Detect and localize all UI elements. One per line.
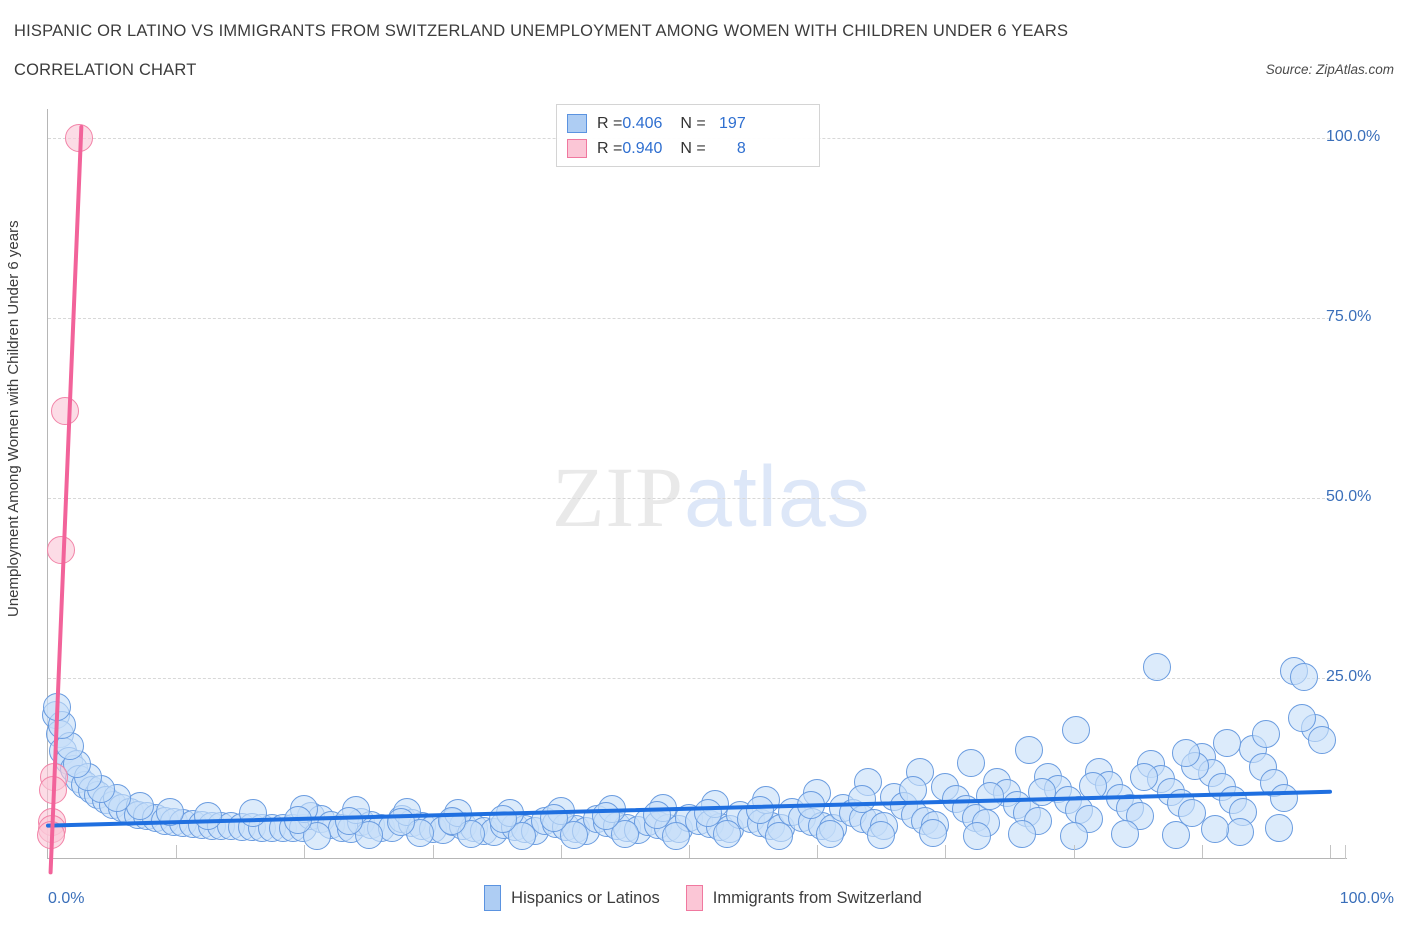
gridline xyxy=(48,677,1330,679)
gridline xyxy=(48,317,1330,319)
data-point-hispanics xyxy=(957,748,986,777)
y-axis-line xyxy=(47,109,48,859)
data-point-hispanics xyxy=(963,821,992,850)
stats-r-value-blue: 0.406 xyxy=(622,114,663,132)
page-title: HISPANIC OR LATINO VS IMMIGRANTS FROM SW… xyxy=(14,22,1069,40)
data-point-hispanics xyxy=(1269,783,1298,812)
data-point-switzerland xyxy=(39,776,68,805)
x-axis-tick xyxy=(560,845,562,858)
data-point-hispanics xyxy=(1290,662,1319,691)
x-axis-tick xyxy=(1073,845,1075,858)
legend-swatch-hispanics-icon xyxy=(484,885,502,911)
data-point-hispanics xyxy=(764,822,793,851)
data-point-hispanics xyxy=(1308,725,1337,754)
x-axis-tick xyxy=(176,845,178,858)
data-point-hispanics xyxy=(713,820,742,849)
data-point-switzerland xyxy=(36,820,65,849)
data-point-hispanics xyxy=(796,790,825,819)
stats-swatch-pink-icon xyxy=(567,139,587,158)
stats-row-pink: R = 0.940 N = 8 xyxy=(567,136,809,161)
data-point-hispanics xyxy=(283,805,312,834)
x-axis-tick xyxy=(945,845,947,858)
legend-label-switzerland: Immigrants from Switzerland xyxy=(712,888,922,907)
stats-r-label-pink: R = xyxy=(597,139,623,157)
data-point-hispanics xyxy=(1130,763,1159,792)
stats-r-label-blue: R = xyxy=(597,114,623,132)
data-point-hispanics xyxy=(1014,735,1043,764)
correlation-stats-box: R = 0.406 N = 197 R = 0.940 N = 8 xyxy=(556,104,820,167)
data-point-hispanics xyxy=(1200,815,1229,844)
data-point-hispanics xyxy=(1287,703,1316,732)
data-point-hispanics xyxy=(591,802,620,831)
y-axis-tick-label: 75.0% xyxy=(1326,307,1372,325)
data-point-hispanics xyxy=(1213,728,1242,757)
data-point-switzerland xyxy=(50,397,79,426)
data-point-hispanics xyxy=(540,803,569,832)
data-point-hispanics xyxy=(1226,818,1255,847)
data-point-hispanics xyxy=(437,806,466,835)
plot-area xyxy=(36,109,1337,857)
data-point-hispanics xyxy=(816,819,845,848)
data-point-hispanics xyxy=(1062,715,1091,744)
data-point-hispanics xyxy=(662,821,691,850)
data-point-hispanics xyxy=(918,818,947,847)
data-point-switzerland xyxy=(64,123,93,152)
data-point-hispanics xyxy=(1142,653,1171,682)
x-axis-tick xyxy=(817,845,819,858)
y-axis-title: Unemployment Among Women with Children U… xyxy=(5,220,22,617)
stats-n-label-blue: N = xyxy=(680,114,706,132)
page-subtitle: CORRELATION CHART xyxy=(14,61,197,79)
data-point-hispanics xyxy=(1251,720,1280,749)
legend-item-switzerland[interactable]: Immigrants from Switzerland xyxy=(685,885,922,911)
stats-n-value-blue: 197 xyxy=(719,114,746,132)
data-point-switzerland xyxy=(46,535,75,564)
data-point-hispanics xyxy=(1008,820,1037,849)
x-axis-tick xyxy=(689,845,690,858)
x-axis-max-label: 100.0% xyxy=(1339,890,1394,907)
stats-row-blue: R = 0.406 N = 197 xyxy=(567,111,809,136)
data-point-hispanics xyxy=(745,796,774,825)
data-point-hispanics xyxy=(1110,819,1139,848)
source-label: Source: ZipAtlas.com xyxy=(1265,62,1394,77)
x-axis-tick xyxy=(432,845,434,858)
data-point-hispanics xyxy=(642,800,671,829)
x-axis-tick xyxy=(1330,845,1331,858)
stats-swatch-blue-icon xyxy=(567,114,587,133)
y-axis-tick-label: 50.0% xyxy=(1326,487,1372,505)
stats-r-value-pink: 0.940 xyxy=(622,139,663,157)
x-axis-tick xyxy=(1201,845,1203,858)
series-legend: Hispanics or Latinos Immigrants from Swi… xyxy=(0,885,1406,911)
data-point-hispanics xyxy=(976,782,1005,811)
y-axis-tick-label: 25.0% xyxy=(1326,667,1372,685)
legend-swatch-switzerland-icon xyxy=(685,885,703,911)
legend-label-hispanics: Hispanics or Latinos xyxy=(511,888,660,907)
data-point-hispanics xyxy=(1172,738,1201,767)
stats-n-label-pink: N = xyxy=(680,139,706,157)
x-axis-line xyxy=(47,858,1347,859)
data-point-hispanics xyxy=(1162,820,1191,849)
data-point-hispanics xyxy=(1264,813,1293,842)
stats-n-value-pink: 8 xyxy=(736,139,746,157)
data-point-hispanics xyxy=(867,820,896,849)
data-point-hispanics xyxy=(42,692,71,721)
x-axis-end-tick xyxy=(1345,845,1346,859)
data-point-hispanics xyxy=(848,784,877,813)
data-point-hispanics xyxy=(1078,771,1107,800)
legend-item-hispanics[interactable]: Hispanics or Latinos xyxy=(484,885,660,911)
data-point-hispanics xyxy=(899,776,928,805)
x-axis-tick xyxy=(304,845,306,858)
data-point-hispanics xyxy=(386,807,415,836)
y-axis-tick-label: 100.0% xyxy=(1326,127,1381,145)
x-axis-min-label: 0.0% xyxy=(48,890,85,907)
data-point-hispanics xyxy=(1027,777,1056,806)
gridline xyxy=(48,497,1330,499)
data-point-hispanics xyxy=(155,797,184,826)
